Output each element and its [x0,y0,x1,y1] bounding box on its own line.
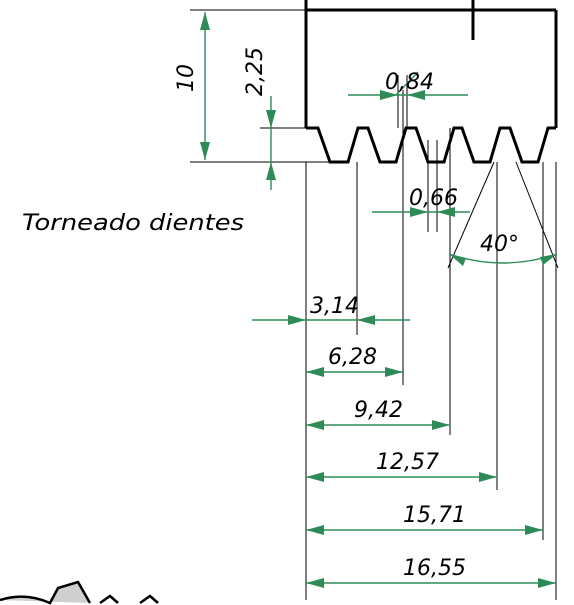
dim-pitch-4: 12,57 [376,450,439,475]
dim-pitch-5: 15,71 [403,503,466,528]
dim-tooth-angle: 40° [480,232,519,257]
dim-tooth-depth: 2,25 [243,47,268,96]
tooth-profile [306,126,556,164]
dim-tooth-root-width: 0,66 [409,186,458,211]
dim-overall-length: 16,55 [403,556,466,581]
dim-pitch-3: 9,42 [354,398,403,423]
dim-height-total: 10 [174,64,199,92]
dim-pitch-1: 3,14 [310,294,359,319]
title-label: Torneado dientes [22,211,244,236]
iso-part-sketch [0,580,159,605]
labels: Torneado dientes 10 2,25 0,84 0,66 40° 3… [22,47,519,581]
dim-tooth-top-width: 0,84 [385,70,434,95]
part-body [304,0,558,128]
dim-pitch-2: 6,28 [328,345,377,370]
dimension-lines [200,12,558,588]
extension-lines [190,9,559,600]
